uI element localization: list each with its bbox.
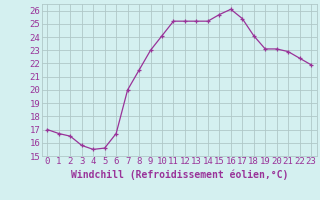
X-axis label: Windchill (Refroidissement éolien,°C): Windchill (Refroidissement éolien,°C)	[70, 169, 288, 180]
